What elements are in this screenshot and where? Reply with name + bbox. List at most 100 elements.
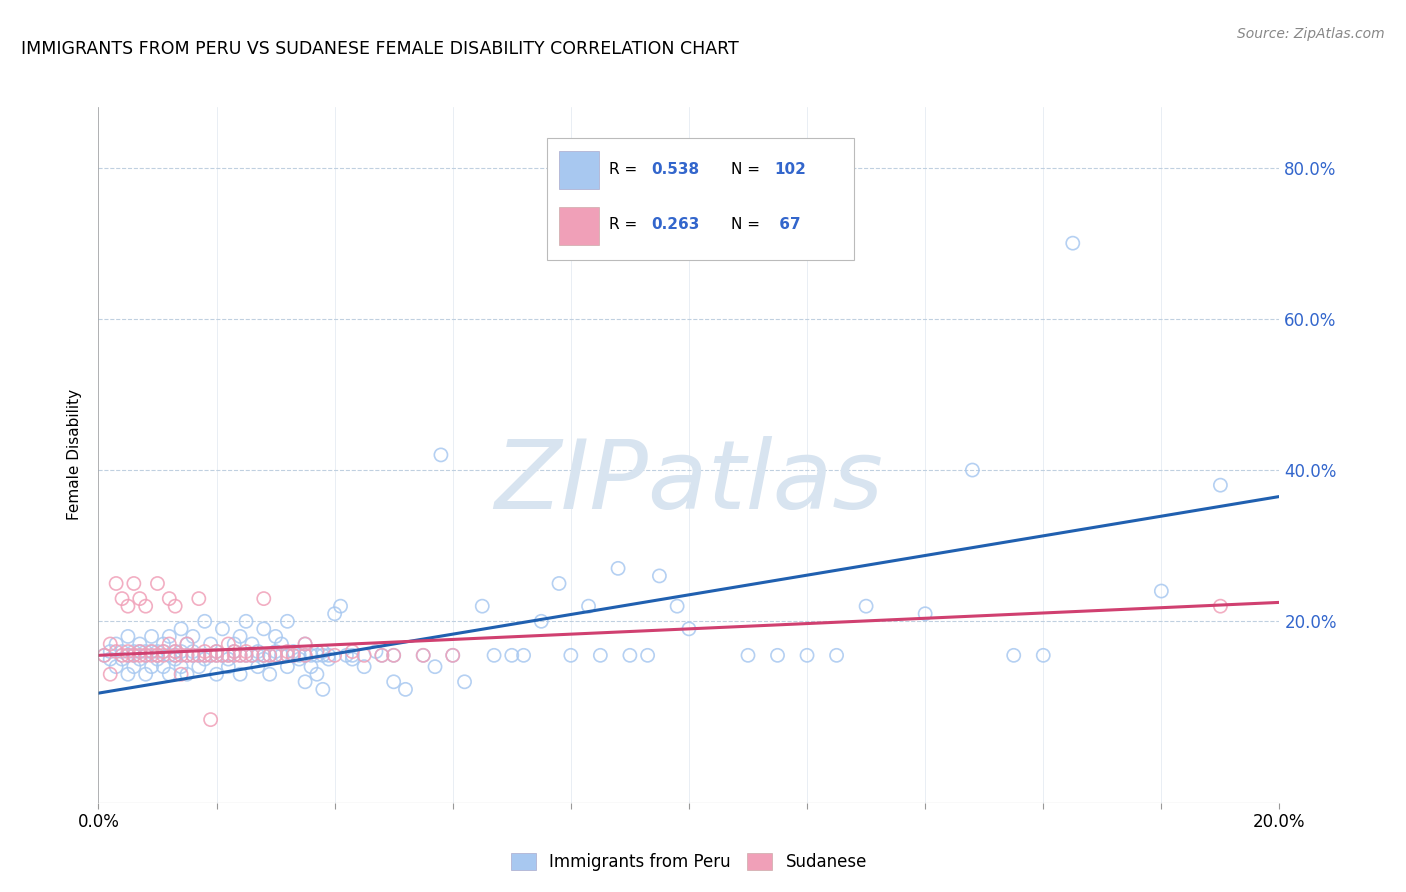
Point	[318, 652, 340, 666]
Point	[371, 648, 394, 663]
Point	[312, 682, 335, 697]
Point	[318, 648, 340, 663]
Point	[283, 644, 305, 658]
Point	[152, 659, 174, 673]
Text: N =: N =	[731, 217, 761, 232]
Point	[117, 648, 139, 663]
Point	[135, 644, 157, 658]
Point	[294, 674, 316, 689]
Point	[235, 615, 257, 629]
Point	[146, 644, 169, 658]
Point	[288, 648, 311, 663]
Point	[98, 637, 121, 651]
Point	[170, 667, 193, 681]
Point	[135, 599, 157, 614]
Point	[253, 648, 276, 663]
Point	[217, 652, 239, 666]
Point	[229, 629, 252, 643]
Point	[146, 576, 169, 591]
Point	[394, 682, 416, 697]
Text: ZIPatlas: ZIPatlas	[495, 436, 883, 529]
Point	[141, 644, 163, 658]
Point	[560, 648, 582, 663]
Point	[98, 667, 121, 681]
Point	[578, 599, 600, 614]
Point	[176, 637, 198, 651]
Point	[200, 648, 222, 663]
Point	[253, 622, 276, 636]
Point	[146, 652, 169, 666]
Point	[264, 644, 287, 658]
Point	[253, 591, 276, 606]
Point	[105, 659, 128, 673]
Point	[235, 648, 257, 663]
FancyBboxPatch shape	[547, 138, 855, 260]
Point	[111, 652, 134, 666]
Point	[176, 637, 198, 651]
Point	[246, 648, 269, 663]
Point	[181, 644, 204, 658]
Point	[276, 644, 298, 658]
Point	[98, 644, 121, 658]
Point	[323, 648, 346, 663]
Point	[128, 591, 150, 606]
Point	[796, 648, 818, 663]
Point	[259, 648, 281, 663]
Point	[111, 591, 134, 606]
Point	[294, 637, 316, 651]
Point	[342, 648, 364, 663]
Point	[181, 629, 204, 643]
Point	[200, 637, 222, 651]
Point	[194, 648, 217, 663]
Point	[501, 648, 523, 663]
Point	[187, 648, 209, 663]
Point	[305, 667, 328, 681]
Point	[825, 648, 848, 663]
Point	[229, 648, 252, 663]
Point	[276, 615, 298, 629]
Point	[117, 629, 139, 643]
Point	[170, 644, 193, 658]
Point	[412, 648, 434, 663]
Point	[589, 648, 612, 663]
Point	[305, 648, 328, 663]
Point	[1032, 648, 1054, 663]
Point	[294, 637, 316, 651]
Point	[181, 648, 204, 663]
Point	[855, 599, 877, 614]
Point	[637, 648, 659, 663]
Text: IMMIGRANTS FROM PERU VS SUDANESE FEMALE DISABILITY CORRELATION CHART: IMMIGRANTS FROM PERU VS SUDANESE FEMALE …	[21, 40, 738, 58]
Point	[170, 622, 193, 636]
Point	[240, 648, 263, 663]
Point	[678, 622, 700, 636]
Point	[246, 659, 269, 673]
Point	[371, 648, 394, 663]
Point	[666, 599, 689, 614]
Point	[264, 629, 287, 643]
Point	[430, 448, 453, 462]
Point	[235, 644, 257, 658]
Point	[205, 644, 228, 658]
Point	[122, 576, 145, 591]
Point	[176, 648, 198, 663]
Point	[276, 648, 298, 663]
Point	[441, 648, 464, 663]
Point	[181, 648, 204, 663]
Point	[246, 644, 269, 658]
Point	[141, 648, 163, 663]
Point	[1209, 478, 1232, 492]
Point	[157, 629, 180, 643]
Point	[766, 648, 789, 663]
Point	[299, 659, 322, 673]
Point	[1062, 236, 1084, 251]
Point	[165, 644, 187, 658]
Point	[170, 659, 193, 673]
Point	[382, 674, 405, 689]
Text: 0.263: 0.263	[651, 217, 700, 232]
Point	[253, 652, 276, 666]
Point	[270, 648, 292, 663]
Point	[205, 648, 228, 663]
Point	[217, 659, 239, 673]
Point	[259, 667, 281, 681]
Point	[200, 713, 222, 727]
